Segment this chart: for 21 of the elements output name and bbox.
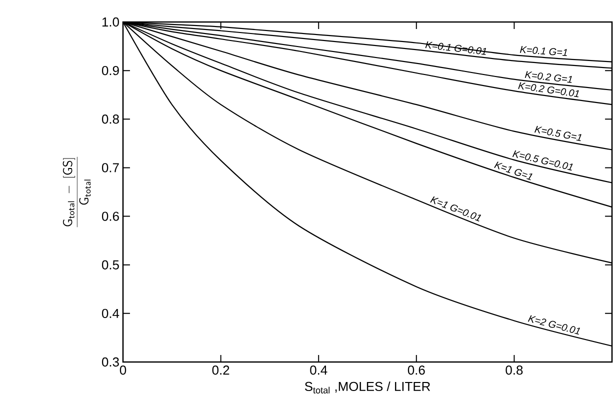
x-tick-label: 0.8 [506,366,523,375]
y-tick-label: 0.5 [102,260,119,270]
text: K=2 G=0.01 [528,315,580,335]
y-tick-label: 0.7 [102,163,119,172]
x-tick-label: 0.6 [408,366,425,375]
y-tick-label: 0.9 [102,66,119,76]
text: K=0.2 G=0.01 [518,82,579,98]
text: K=1 G=1 [494,162,532,180]
y-tick-label: 0.8 [102,114,119,124]
x-tick-label: 0 [120,366,126,375]
y-tick-label: 0.3 [102,357,119,367]
y-tick-label: 0.4 [102,308,120,318]
text: K=0.2 G=1 [524,71,572,83]
text: K=0.5 G=1 [534,126,582,142]
series-label: K=0.1 G=1 [520,46,567,56]
x-axis-title: S$_{total}$ ,MOLES / LITER [304,382,430,394]
y-tick-label: 1.0 [102,17,119,27]
y-tick-label: 0.6 [102,212,119,221]
x-tick-label: 0.2 [212,366,230,375]
x-tick-label: 0.4 [310,366,328,375]
y-axis-title: $\frac{\mathsf{G_{total}\;-\;[GS]}}{\mathsf{G_{total}}}$ [62,156,91,228]
